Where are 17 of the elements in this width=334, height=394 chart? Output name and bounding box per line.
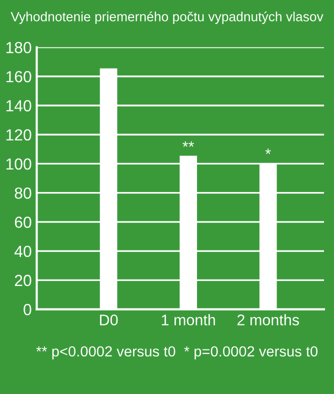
y-tick-label: 160 [6, 71, 32, 82]
y-tick-label: 80 [14, 187, 32, 199]
y-tick-label: 0 [24, 304, 32, 316]
y-tick-label: 20 [14, 274, 32, 286]
y-tick-label: 40 [14, 246, 32, 258]
y-tick-label: 60 [14, 216, 32, 228]
y-tick-label: 120 [6, 129, 32, 141]
text: ** p<0.0002 versus t0 * p=0.0002 versus t0 [36, 346, 318, 360]
y-tick-label: 100 [6, 158, 32, 170]
chart-title: Vyhodnotenie priemerného počtu vypadnutých vlasov [10, 12, 324, 24]
annotation: ** [182, 141, 194, 147]
y-tick-label: 140 [6, 100, 32, 112]
x-tick-label: 1 month [162, 314, 215, 326]
x-tick-label: 2 months [237, 314, 299, 326]
y-tick-label: 180 [6, 42, 32, 54]
x-tick-label: D0 [100, 314, 118, 326]
annotation: * [265, 148, 271, 154]
